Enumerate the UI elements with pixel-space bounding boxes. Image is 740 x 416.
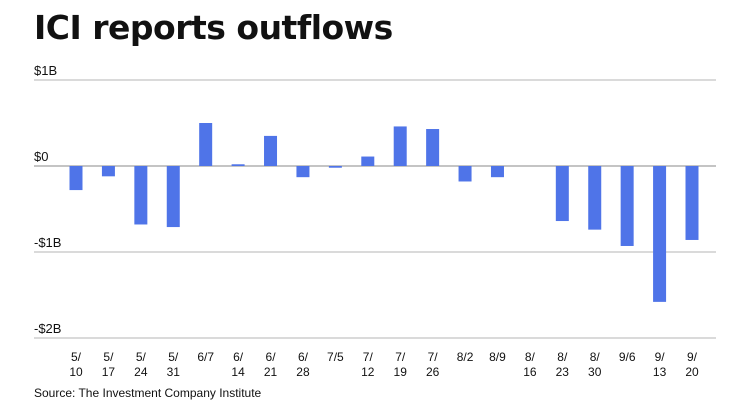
x-tick-label: 31 <box>167 365 181 379</box>
bar <box>653 166 667 302</box>
y-tick-label: -$2B <box>34 321 61 336</box>
bar <box>328 166 342 168</box>
x-tick-label: 8/2 <box>457 350 474 364</box>
y-tick-label: $0 <box>34 149 48 164</box>
bar <box>134 166 148 225</box>
x-tick-label: 8/ <box>525 350 536 364</box>
x-tick-label: 7/5 <box>327 350 344 364</box>
x-tick-label: 8/ <box>557 350 568 364</box>
y-axis-tick-labels: $1B $0 -$1B -$2B <box>34 63 61 336</box>
x-tick-label: 10 <box>69 365 83 379</box>
bar <box>231 164 245 166</box>
x-tick-label: 5/ <box>103 350 114 364</box>
bar <box>264 135 278 166</box>
bar <box>620 166 634 246</box>
x-tick-label: 6/7 <box>197 350 214 364</box>
x-tick-label: 5/ <box>71 350 82 364</box>
x-tick-label: 7/ <box>363 350 374 364</box>
bar <box>685 166 699 240</box>
x-tick-label: 12 <box>361 365 375 379</box>
y-tick-label: $1B <box>34 63 57 78</box>
x-tick-label: 28 <box>296 365 310 379</box>
x-tick-label: 23 <box>556 365 570 379</box>
x-tick-label: 16 <box>523 365 537 379</box>
x-tick-label: 6/ <box>266 350 277 364</box>
x-tick-label: 17 <box>102 365 116 379</box>
x-tick-label: 5/ <box>168 350 179 364</box>
bar <box>555 166 569 222</box>
bar <box>426 129 440 166</box>
bar <box>296 166 310 178</box>
x-tick-label: 26 <box>426 365 440 379</box>
source-note: Source: The Investment Company Institute <box>34 386 262 400</box>
bar <box>458 166 472 182</box>
x-tick-label: 7/ <box>428 350 439 364</box>
x-tick-label: 19 <box>394 365 408 379</box>
bar <box>101 166 115 177</box>
bar <box>69 166 83 191</box>
x-tick-label: 5/ <box>136 350 147 364</box>
x-tick-label: 13 <box>653 365 667 379</box>
x-tick-label: 21 <box>264 365 278 379</box>
bar <box>588 166 602 230</box>
bar <box>199 123 213 166</box>
x-axis-tick-labels: 5/105/175/245/316/7 6/146/216/287/5 7/127/… <box>69 350 699 379</box>
x-tick-label: 9/ <box>687 350 698 364</box>
x-tick-label: 7/ <box>395 350 406 364</box>
gridlines <box>34 79 716 339</box>
bars <box>69 123 699 302</box>
y-tick-label: -$1B <box>34 235 61 250</box>
x-tick-label: 8/9 <box>489 350 506 364</box>
x-tick-label: 14 <box>231 365 245 379</box>
bar <box>166 166 180 228</box>
x-tick-label: 6/ <box>233 350 244 364</box>
bar <box>490 166 504 178</box>
x-tick-label: 30 <box>588 365 602 379</box>
bar <box>361 156 375 166</box>
x-tick-label: 8/ <box>590 350 601 364</box>
x-tick-label: 9/ <box>655 350 666 364</box>
bar <box>393 126 407 166</box>
x-tick-label: 9/6 <box>619 350 636 364</box>
x-tick-label: 20 <box>685 365 699 379</box>
x-tick-label: 6/ <box>298 350 309 364</box>
chart-title: ICI reports outflows <box>34 8 393 47</box>
x-tick-label: 24 <box>134 365 148 379</box>
